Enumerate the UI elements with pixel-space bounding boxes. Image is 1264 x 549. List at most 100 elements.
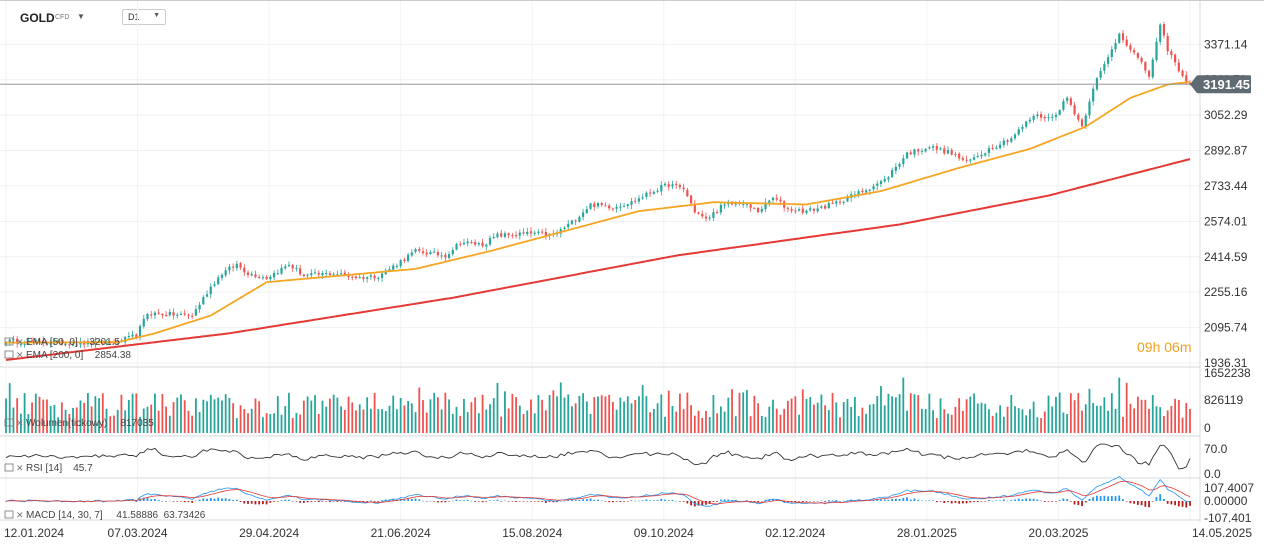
candle-body	[671, 184, 674, 187]
candle-body	[224, 270, 227, 276]
volume-bar	[1099, 405, 1102, 433]
candle-body	[34, 339, 37, 342]
macd-histogram-bar	[924, 500, 927, 502]
macd-histogram-bar	[1055, 501, 1057, 502]
volume-bar	[1185, 402, 1188, 433]
macd-histogram-bar	[250, 501, 253, 504]
candle-body	[1110, 49, 1113, 57]
macd-histogram-bar	[947, 501, 949, 503]
candle-body	[414, 249, 417, 252]
symbol-dropdown-icon[interactable]: ▼	[77, 12, 85, 21]
volume-bar	[734, 416, 737, 433]
candle-body	[284, 266, 287, 269]
candle-body	[771, 197, 775, 201]
volume-bar	[16, 398, 19, 433]
macd-histogram-bar	[504, 500, 506, 502]
volume-bar	[209, 394, 212, 433]
volume-bar	[764, 417, 767, 433]
candle-body	[894, 166, 897, 171]
volume-bar	[701, 417, 704, 433]
volume-bar	[556, 396, 558, 433]
volume-bar	[325, 406, 328, 433]
macd-histogram-bar	[466, 499, 469, 501]
volume-bar	[671, 405, 674, 433]
volume-bar	[1174, 398, 1177, 433]
macd-histogram-bar	[980, 501, 983, 502]
volume-bar	[247, 413, 249, 433]
volume-bar	[630, 403, 633, 433]
volume-bar	[217, 397, 220, 433]
candle-body	[75, 344, 78, 346]
macd-histogram-bar	[894, 498, 897, 501]
macd-histogram-bar	[917, 499, 920, 501]
macd-histogram-bar	[563, 500, 566, 502]
volume-bar	[824, 405, 827, 433]
ema200-legend: EMA [200, 0]	[26, 350, 83, 361]
price-tick-label: 2255.16	[1204, 285, 1248, 299]
candle-body	[485, 244, 488, 247]
macd-histogram-bar	[291, 501, 294, 502]
macd-histogram-bar	[913, 498, 916, 501]
volume-bar	[623, 401, 625, 433]
macd-histogram-bar	[410, 498, 413, 501]
macd-histogram-bar	[671, 499, 674, 501]
candle-body	[585, 209, 588, 213]
volume-bar	[49, 405, 52, 433]
volume-bar	[399, 397, 402, 433]
volume-bar	[585, 401, 588, 433]
macd-histogram-bar	[1136, 501, 1139, 505]
candle-body	[593, 203, 596, 207]
macd-histogram-bar	[772, 499, 774, 501]
macd-histogram-bar	[615, 501, 618, 502]
macd-histogram-bar	[760, 501, 763, 502]
macd-histogram-bar	[961, 501, 964, 504]
candle-body	[440, 255, 443, 257]
volume-bar	[384, 411, 387, 433]
volume-bar	[857, 416, 860, 433]
candle-body	[716, 212, 719, 214]
volume-bar	[939, 398, 942, 433]
candle-body	[749, 204, 752, 208]
candle-body	[1125, 39, 1128, 46]
candle-body	[675, 183, 678, 185]
volume-bar	[213, 399, 216, 433]
volume-bar	[980, 402, 983, 433]
macd-histogram-bar	[932, 500, 934, 501]
candle-body	[824, 205, 827, 209]
volume-bar	[75, 407, 78, 433]
volume-bar	[894, 397, 897, 433]
candle-body	[622, 205, 626, 207]
ema200-legend: 2854.38	[95, 350, 132, 361]
candle-body	[377, 277, 380, 279]
candle-body	[71, 344, 75, 346]
volume-bar	[377, 409, 380, 433]
candle-body	[421, 251, 425, 254]
settings-icon	[4, 463, 14, 472]
candle-body	[619, 206, 622, 208]
macd-histogram-bar	[652, 500, 655, 501]
timeframe-select[interactable]: D1 ▼	[122, 9, 166, 25]
volume-bar	[753, 395, 756, 433]
volume-bar	[90, 406, 93, 433]
macd-histogram-bar	[213, 498, 216, 501]
macd-histogram-bar	[269, 501, 272, 503]
candle-body	[608, 205, 611, 209]
candle-body	[176, 314, 179, 316]
macd-histogram-bar	[716, 501, 719, 502]
candle-body	[634, 200, 637, 202]
candle-body	[459, 243, 462, 245]
candle-body	[410, 252, 413, 256]
volume-bar	[269, 414, 272, 433]
candle-body	[544, 232, 547, 237]
symbol-name[interactable]: GOLD	[20, 11, 55, 25]
candle-body	[295, 268, 298, 270]
macd-histogram-bar	[325, 501, 328, 502]
macd-histogram-bar	[939, 501, 942, 502]
macd-line	[5, 476, 1191, 507]
candle-body	[757, 207, 760, 213]
macd-histogram-bar	[1047, 501, 1050, 502]
volume-bar	[850, 406, 853, 433]
macd-histogram-bar	[1185, 501, 1188, 508]
volume-bar	[865, 413, 867, 433]
